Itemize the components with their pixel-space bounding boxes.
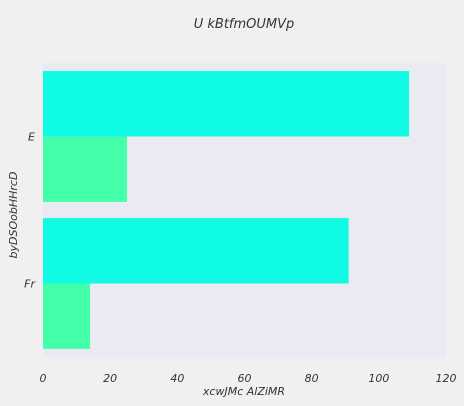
- x-axis-label: xcwJMc AlZiMR: [202, 385, 285, 398]
- y-tick-label: Fr: [24, 278, 36, 291]
- bar-e-series-2: [43, 136, 127, 202]
- x-tick-label: 80: [305, 372, 319, 385]
- x-tick-label: 100: [368, 372, 389, 385]
- chart-title: U kBtfmOUMVp: [194, 17, 295, 32]
- x-tick-label: 60: [238, 372, 252, 385]
- x-tick-label: 20: [103, 372, 117, 385]
- x-tick-labels: 0 20 40 60 80 100 120: [40, 372, 457, 385]
- x-tick-label: 0: [40, 372, 47, 385]
- x-tick-label: 120: [436, 372, 457, 385]
- bars-group: [43, 71, 410, 349]
- bar-fr-series-2: [43, 283, 91, 349]
- bar-e-series-1: [43, 71, 410, 137]
- y-axis-label: byDSOobHHrcD: [7, 172, 20, 259]
- y-tick-labels: E Fr: [24, 131, 36, 291]
- x-tick-label: 40: [170, 372, 184, 385]
- y-tick-label: E: [28, 131, 35, 144]
- bar-fr-series-1: [43, 218, 349, 284]
